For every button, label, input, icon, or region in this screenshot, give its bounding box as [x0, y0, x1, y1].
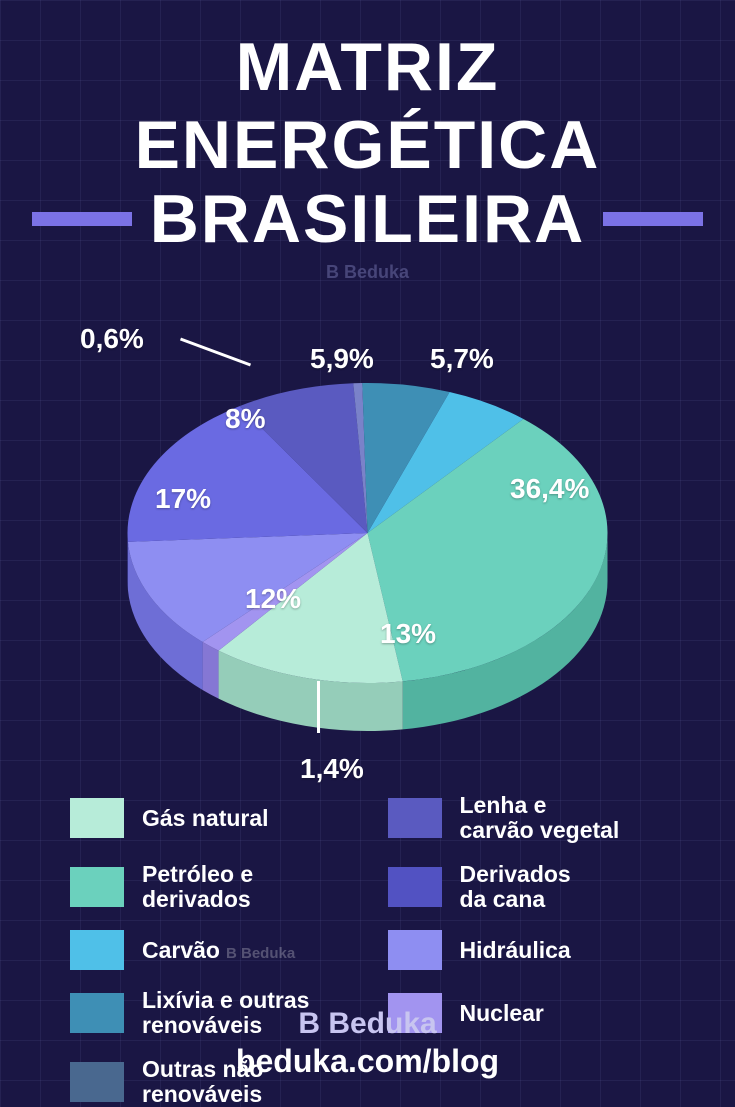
slice-label-outras: 0,6% [80, 323, 144, 355]
slice-label-hidraulica: 12% [245, 583, 301, 615]
legend-label-lenha: Lenha ecarvão vegetal [460, 793, 620, 844]
legend-label-gas: Gás natural [142, 806, 269, 831]
slice-label-nuclear: 1,4% [300, 753, 364, 785]
footer: Beduka beduka.com/blog [0, 1007, 735, 1080]
title-line2: BRASILEIRA [150, 180, 586, 258]
legend-swatch-petroleo [70, 867, 124, 907]
legend-item-carvao: CarvãoB Beduka [70, 930, 348, 970]
legend-swatch-lenha [388, 798, 442, 838]
legend-swatch-derivcana [388, 867, 442, 907]
accent-bar-right [603, 212, 703, 226]
legend-swatch-hidraulica [388, 930, 442, 970]
slice-label-lixivia: 5,9% [310, 343, 374, 375]
title-line1: MATRIZ ENERGÉTICA [0, 28, 735, 184]
legend-item-hidraulica: Hidráulica [388, 930, 666, 970]
slice-label-carvao: 5,7% [430, 343, 494, 375]
legend-item-petroleo: Petróleo ederivados [70, 862, 348, 913]
slice-label-lenha: 8% [225, 403, 265, 435]
legend-label-carvao: CarvãoB Beduka [142, 938, 295, 963]
legend-item-derivcana: Derivadosda cana [388, 862, 666, 913]
footer-url: beduka.com/blog [0, 1043, 735, 1080]
title-block: MATRIZ ENERGÉTICA BRASILEIRA Beduka [0, 0, 735, 283]
footer-brand: Beduka [0, 1007, 735, 1041]
accent-bar-left [32, 212, 132, 226]
legend-item-lenha: Lenha ecarvão vegetal [388, 793, 666, 844]
legend-label-petroleo: Petróleo ederivados [142, 862, 253, 913]
legend-item-gas: Gás natural [70, 793, 348, 844]
legend-swatch-gas [70, 798, 124, 838]
brand-watermark-top: Beduka [0, 262, 735, 283]
slice-label-derivcana: 17% [155, 483, 211, 515]
legend-swatch-carvao [70, 930, 124, 970]
slice-label-petroleo: 36,4% [510, 473, 589, 505]
pie-chart: Beduka 5,7%36,4%13%1,4%12%17%8%0,6%5,9% [0, 283, 735, 763]
legend-label-hidraulica: Hidráulica [460, 938, 571, 963]
legend-label-derivcana: Derivadosda cana [460, 862, 571, 913]
slice-label-gas: 13% [380, 618, 436, 650]
